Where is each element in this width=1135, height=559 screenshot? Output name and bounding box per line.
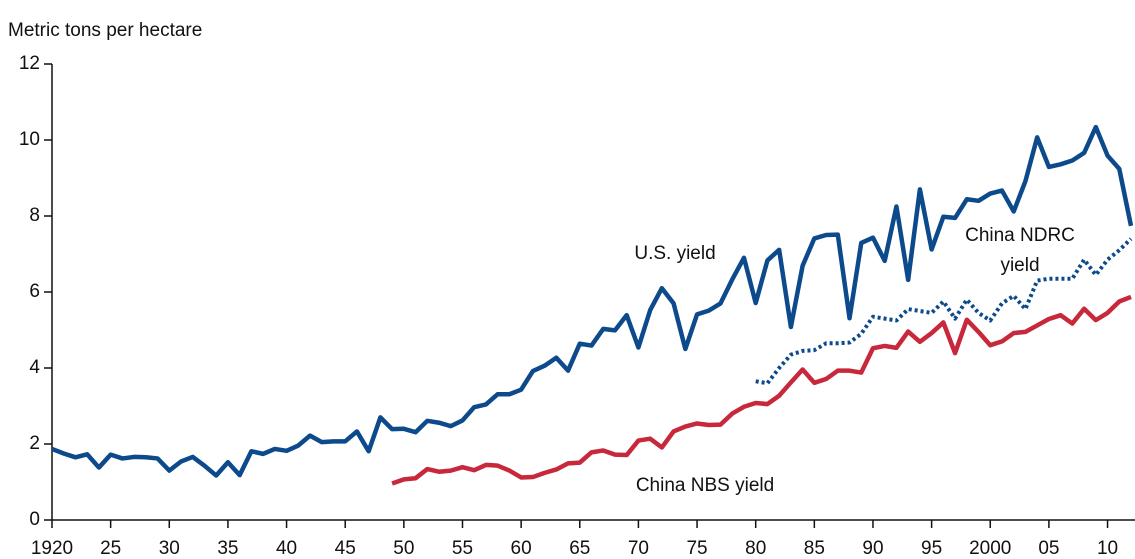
x-tick-label: 95	[921, 538, 942, 559]
series-label: China NBS yield	[636, 475, 774, 496]
x-tick-label: 70	[628, 538, 649, 559]
y-tick-label: 6	[29, 281, 40, 302]
x-tick-label: 30	[159, 538, 180, 559]
y-tick-label: 0	[29, 509, 40, 530]
series-label: U.S. yield	[634, 243, 715, 264]
x-tick-label: 80	[745, 538, 766, 559]
y-tick-label: 8	[29, 205, 40, 226]
x-tick-label: 2000	[969, 538, 1011, 559]
x-tick-label: 55	[452, 538, 473, 559]
y-tick-label: 12	[19, 53, 40, 74]
y-tick-label: 2	[29, 433, 40, 454]
x-tick-label: 05	[1038, 538, 1059, 559]
x-tick-label: 10	[1097, 538, 1118, 559]
series-line	[51, 124, 1134, 478]
x-tick-label: 60	[511, 538, 532, 559]
series-line	[755, 237, 1133, 386]
series-line	[391, 294, 1132, 486]
x-tick-label: 45	[335, 538, 356, 559]
x-tick-label: 65	[569, 538, 590, 559]
x-tick-label: 35	[217, 538, 238, 559]
x-tick-label: 75	[686, 538, 707, 559]
x-tick-label: 90	[862, 538, 883, 559]
series-label: China NDRC yield	[965, 225, 1075, 276]
x-tick-label: 85	[804, 538, 825, 559]
x-tick-label: 25	[100, 538, 121, 559]
y-tick-label: 10	[19, 129, 40, 150]
y-axis-label: Metric tons per hectare	[8, 20, 202, 41]
x-tick-label: 40	[276, 538, 297, 559]
x-tick-label: 1920	[31, 538, 73, 559]
y-tick-label: 4	[29, 357, 40, 378]
x-tick-label: 50	[393, 538, 414, 559]
